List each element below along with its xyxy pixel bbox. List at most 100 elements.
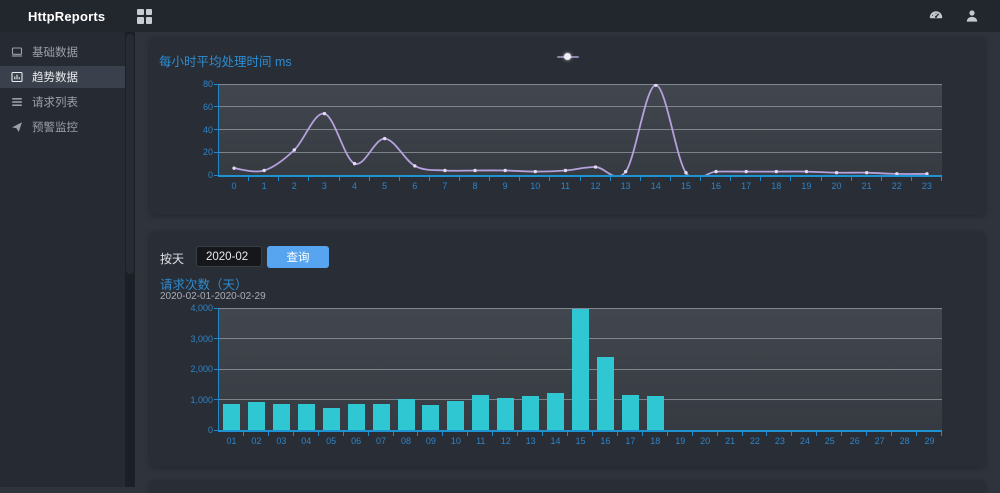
x-axis-label: 06: [351, 436, 362, 446]
grid-square: [137, 17, 144, 24]
app-title: HttpReports: [28, 8, 106, 24]
x-axis-tick: [700, 177, 701, 181]
x-axis-tick: [640, 177, 641, 181]
x-axis-label: 20: [700, 436, 711, 446]
x-axis-tick: [642, 432, 643, 436]
bar: [572, 308, 589, 430]
bar: [247, 401, 265, 430]
gridline: [219, 308, 942, 309]
grid-menu-icon[interactable]: [137, 8, 152, 24]
bar: [596, 356, 614, 430]
x-axis-label: 22: [891, 181, 902, 191]
sidebar-item-trend-data[interactable]: 趋势数据: [0, 66, 125, 88]
x-axis-tick: [293, 432, 294, 436]
x-axis-label: 03: [276, 436, 287, 446]
x-axis-tick: [851, 177, 852, 181]
x-axis-label: 09: [425, 436, 436, 446]
x-axis-label: 9: [502, 181, 508, 191]
next-panel-partial: [150, 481, 985, 493]
x-axis-tick: [916, 432, 917, 436]
x-axis-label: 7: [442, 181, 448, 191]
legend-line-marker[interactable]: [556, 53, 579, 60]
x-axis-label: 16: [711, 181, 722, 191]
x-axis-tick: [891, 432, 892, 436]
x-axis-tick: [941, 177, 942, 181]
month-input[interactable]: [196, 246, 262, 267]
x-axis-label: 15: [575, 436, 586, 446]
x-axis-label: 23: [774, 436, 785, 446]
x-axis-tick: [580, 177, 581, 181]
x-axis-tick: [542, 432, 543, 436]
x-axis-label: 25: [824, 436, 835, 446]
x-axis-label: 10: [450, 436, 461, 446]
sidebar-item-label: 请求列表: [32, 97, 78, 109]
send-icon: [12, 122, 22, 132]
x-axis-label: 28: [899, 436, 910, 446]
x-axis-tick: [442, 432, 443, 436]
line-series: [232, 84, 929, 175]
scrollbar-thumb[interactable]: [126, 34, 134, 274]
x-axis-label: 11: [476, 436, 486, 446]
x-axis-label: 14: [650, 181, 661, 191]
bar-chart-subtitle: 2020-02-01-2020-02-29: [160, 291, 266, 302]
x-axis-tick: [617, 432, 618, 436]
x-axis-tick: [393, 432, 394, 436]
x-axis-tick: [268, 432, 269, 436]
y-axis-label: 0: [207, 170, 213, 180]
x-axis-label: 21: [725, 436, 736, 446]
list-icon: [12, 97, 22, 106]
x-axis-label: 18: [650, 436, 661, 446]
y-axis-tick: [214, 129, 218, 130]
query-button[interactable]: 查询: [267, 246, 329, 268]
grid-square: [145, 17, 152, 24]
bar: [646, 395, 664, 430]
x-axis-label: 24: [799, 436, 810, 446]
x-axis-label: 29: [924, 436, 935, 446]
y-axis-tick: [214, 84, 218, 85]
x-axis-tick: [467, 432, 468, 436]
x-axis-tick: [941, 432, 942, 436]
bar: [472, 394, 490, 430]
scrollbar-track[interactable]: [125, 32, 135, 487]
x-axis-tick: [278, 177, 279, 181]
main-content: 每小时平均处理时间 ms 0 20 40 60 80 0 1 2 3 4 5 6 7 8 9 10 11 12 13…: [135, 32, 1000, 493]
y-axis-label: 20: [202, 147, 213, 158]
bar-chart-icon: [11, 71, 23, 83]
navbar: HttpReports: [0, 0, 1000, 32]
x-axis-tick: [318, 432, 319, 436]
sidebar-item-basic-data[interactable]: 基础数据: [0, 41, 125, 63]
x-axis-label: 27: [874, 436, 885, 446]
x-axis-tick: [339, 177, 340, 181]
x-axis-tick: [670, 177, 671, 181]
x-axis-label: 19: [801, 181, 812, 191]
sidebar-item-alert-monitor[interactable]: 预警监控: [0, 116, 125, 138]
y-axis-label: 1,000: [190, 394, 213, 405]
y-axis-label: 2,000: [190, 364, 213, 374]
sidebar-item-request-list[interactable]: 请求列表: [0, 91, 125, 113]
x-axis-tick: [517, 432, 518, 436]
bar: [397, 398, 415, 430]
x-axis-tick: [816, 432, 817, 436]
sidebar-item-label: 基础数据: [32, 47, 78, 59]
x-axis-label: 08: [400, 436, 411, 446]
x-axis-label: 13: [620, 181, 631, 191]
daily-requests-bar-chart: 0 1,000 2,000 3,000 4,000 01 02 03 04 05 06 07 08 09 1…: [190, 303, 942, 446]
x-axis-tick: [667, 432, 668, 436]
x-axis-tick: [610, 177, 611, 181]
x-axis-tick: [489, 177, 490, 181]
bar: [422, 404, 440, 430]
y-axis-tick: [214, 308, 218, 309]
x-axis-tick: [730, 177, 731, 181]
x-axis-label: 4: [352, 181, 358, 191]
x-axis-tick: [368, 432, 369, 436]
hourly-avg-time-line-chart: 0 20 40 60 80 0 1 2 3 4 5 6 7 8 9 10 11 12 13 14 15 16 17 18 19 2…: [203, 79, 942, 191]
x-axis-label: 05: [326, 436, 337, 446]
x-axis-tick: [248, 177, 249, 181]
gauge-icon[interactable]: [928, 8, 944, 24]
y-axis-tick: [214, 174, 218, 176]
y-axis-label: 40: [202, 124, 213, 135]
user-icon[interactable]: [964, 8, 980, 24]
x-axis-label: 26: [849, 436, 860, 446]
sidebar-item-label: 趋势数据: [32, 72, 78, 84]
x-axis-tick: [717, 432, 718, 436]
